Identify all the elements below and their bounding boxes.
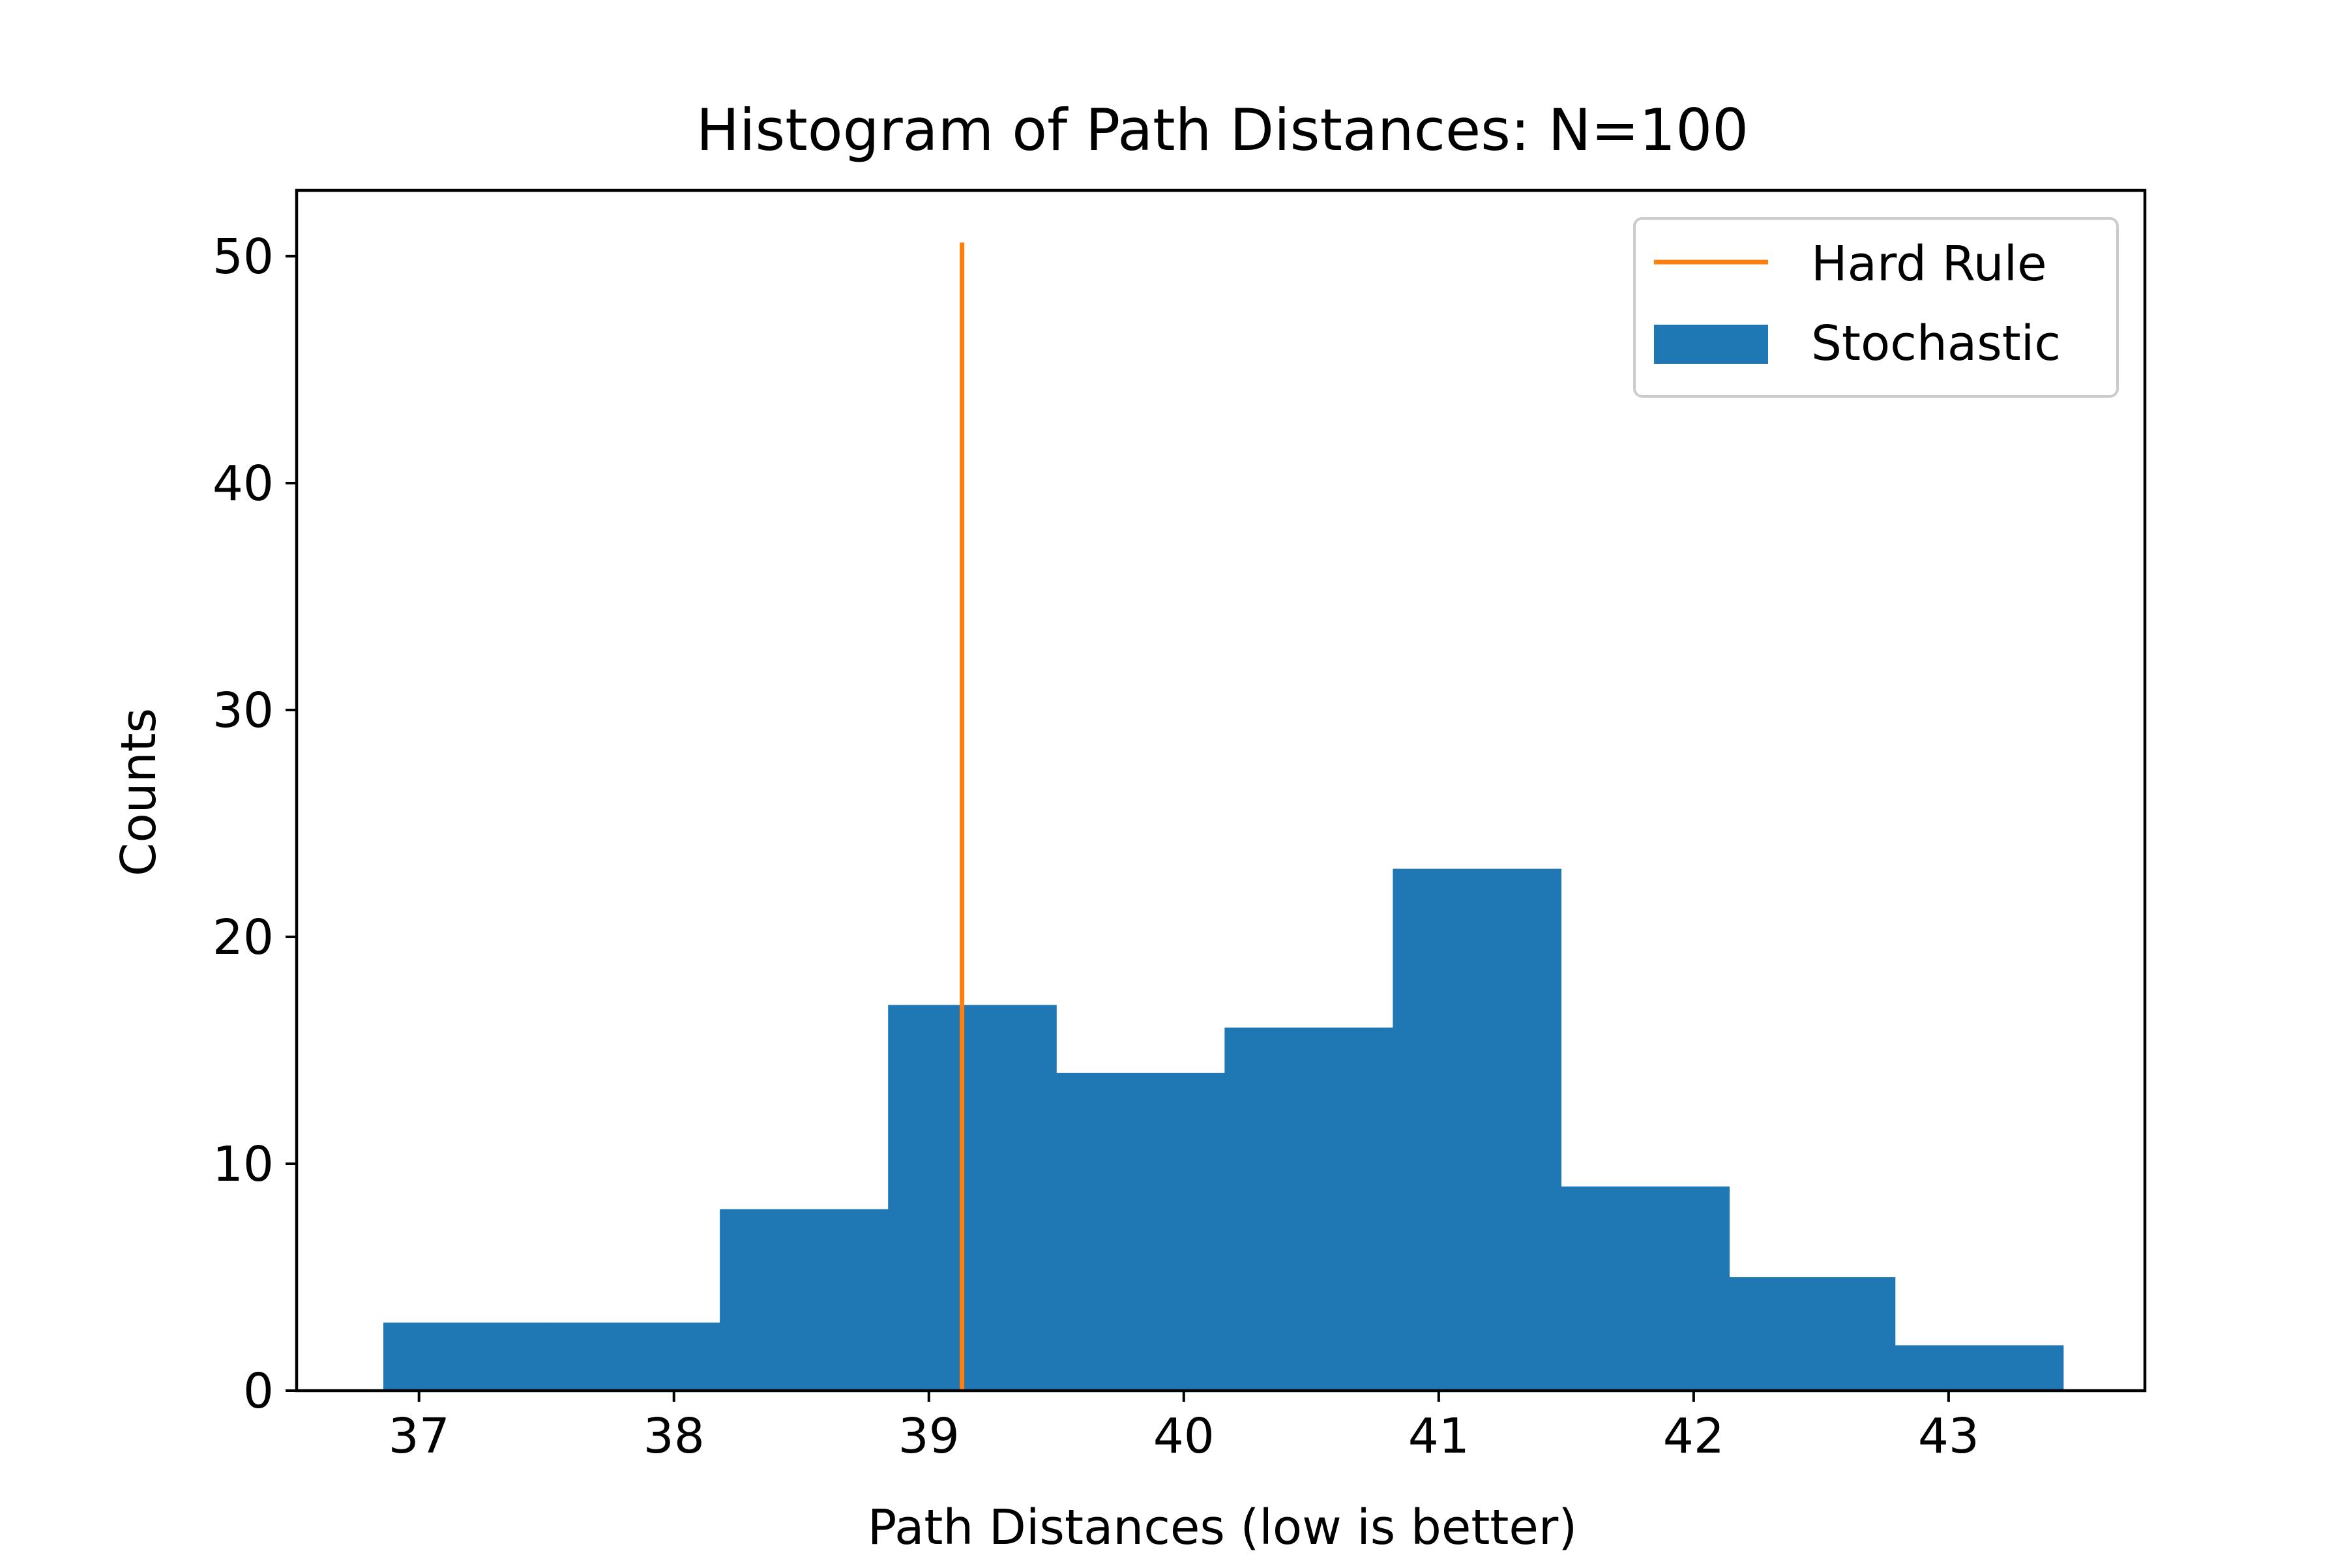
y-axis-label: Counts — [111, 708, 167, 876]
histogram-bar-7 — [1393, 868, 1562, 1391]
x-tick-label: 37 — [389, 1408, 450, 1464]
histogram-bar-6 — [1224, 1028, 1393, 1391]
y-tick-label: 20 — [213, 910, 274, 966]
histogram-bars — [383, 868, 2064, 1391]
y-tick-label: 10 — [213, 1136, 274, 1192]
y-tick-label: 50 — [213, 229, 274, 285]
legend: Hard Rule Stochastic — [1633, 217, 2119, 398]
x-tick-label: 39 — [898, 1408, 960, 1464]
x-tick-label: 42 — [1663, 1408, 1724, 1464]
chart-title: Histogram of Path Distances: N=100 — [696, 96, 1749, 164]
y-tick-label: 0 — [243, 1363, 274, 1419]
plot-frame — [295, 188, 2147, 1393]
histogram-bar-4 — [888, 1005, 1057, 1391]
x-tick-label: 40 — [1153, 1408, 1215, 1464]
histogram-bar-2 — [552, 1322, 720, 1391]
x-axis-ticks: 37 38 39 40 41 42 43 — [389, 1391, 1979, 1464]
legend-label-hard-rule: Hard Rule — [1811, 236, 2047, 292]
histogram-bar-1 — [383, 1322, 552, 1391]
histogram-bar-9 — [1729, 1277, 1896, 1391]
histogram-bar-5 — [1056, 1072, 1225, 1391]
x-tick-label: 43 — [1918, 1408, 1979, 1464]
x-tick-label: 38 — [643, 1408, 705, 1464]
histogram-bar-3 — [720, 1209, 889, 1391]
x-axis-label: Path Distances (low is better) — [868, 1500, 1577, 1556]
y-axis-ticks: 0 10 20 30 40 50 — [213, 229, 297, 1419]
legend-patch-swatch — [1654, 325, 1768, 364]
histogram-bar-10 — [1895, 1345, 2064, 1391]
y-tick-label: 40 — [213, 456, 274, 512]
x-tick-label: 41 — [1408, 1408, 1469, 1464]
y-tick-label: 30 — [213, 683, 274, 739]
legend-label-stochastic: Stochastic — [1811, 316, 2061, 372]
histogram-bar-8 — [1561, 1186, 1730, 1391]
